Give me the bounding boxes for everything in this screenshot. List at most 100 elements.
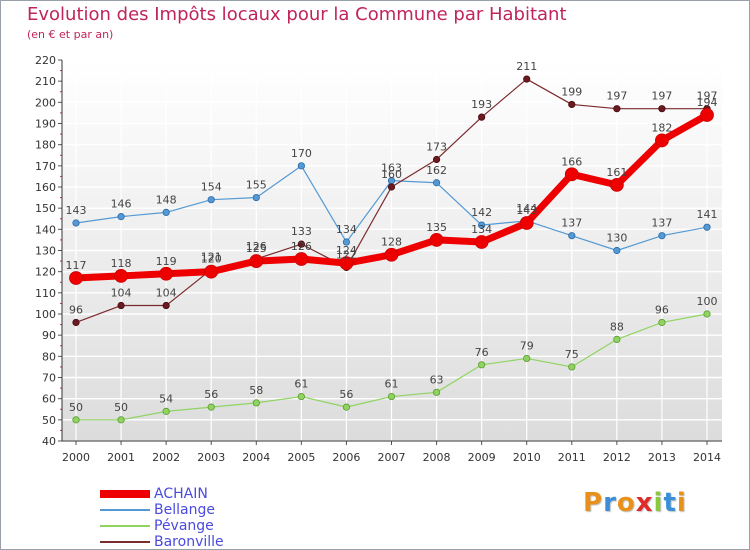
data-point-pe-vange (117, 416, 125, 424)
y-tick-label: 220 (35, 54, 56, 67)
data-point-baronville (478, 113, 486, 121)
data-label-pe-vange: 79 (520, 339, 534, 352)
data-label-achain: 124 (336, 244, 357, 257)
legend-item: Baronville (100, 534, 300, 550)
x-tick-label: 2009 (468, 451, 496, 464)
data-label-pe-vange: 63 (430, 373, 444, 386)
data-label-achain: 182 (651, 121, 672, 134)
data-point-pe-vange (342, 403, 351, 411)
data-label-pe-vange: 61 (385, 378, 399, 391)
data-point-achain (249, 254, 264, 268)
data-label-pe-vange: 88 (610, 320, 624, 333)
data-point-bellange (297, 162, 305, 170)
data-label-bellange: 143 (66, 204, 87, 217)
data-point-pe-vange (252, 399, 260, 407)
data-label-pe-vange: 54 (159, 392, 173, 405)
y-tick-label: 50 (42, 414, 56, 427)
y-tick-label: 100 (35, 308, 56, 321)
data-point-pe-vange (568, 363, 576, 371)
x-tick-label: 2001 (107, 451, 135, 464)
data-point-baronville (658, 105, 666, 113)
proxiti-logo: Proxiti (583, 488, 687, 518)
y-tick-label: 120 (35, 266, 56, 279)
data-label-bellange: 148 (156, 193, 177, 206)
data-label-pe-vange: 56 (339, 388, 353, 401)
data-point-bellange (478, 221, 486, 229)
logo-letter: t (663, 488, 677, 518)
x-tick-label: 2012 (603, 451, 631, 464)
data-label-bellange: 170 (291, 147, 312, 160)
data-point-achain (114, 268, 128, 283)
legend-label: Baronville (154, 534, 224, 550)
legend-item: Bellange (100, 502, 300, 518)
data-label-achain: 119 (156, 255, 177, 268)
data-label-pe-vange: 50 (114, 401, 128, 414)
data-label-achain: 128 (381, 236, 402, 249)
legend-swatch (100, 525, 150, 527)
data-point-achain (429, 233, 444, 247)
data-label-pe-vange: 61 (294, 378, 308, 391)
data-point-bellange (342, 238, 351, 246)
data-point-baronville (613, 105, 621, 113)
data-point-pe-vange (478, 361, 486, 369)
y-tick-label: 60 (42, 393, 56, 406)
data-label-achain: 143 (516, 204, 537, 217)
data-point-bellange (658, 232, 666, 240)
data-point-bellange (207, 196, 215, 204)
data-label-bellange: 146 (111, 198, 132, 211)
data-point-baronville (297, 240, 305, 248)
data-label-achain: 134 (471, 223, 492, 236)
data-label-achain: 161 (606, 166, 627, 179)
x-tick-label: 2002 (152, 451, 180, 464)
x-tick-label: 2008 (423, 451, 451, 464)
data-label-achain: 120 (201, 253, 222, 266)
x-tick-label: 2000 (62, 451, 90, 464)
y-tick-label: 170 (35, 160, 56, 173)
logo-letter: r (603, 488, 617, 518)
data-point-baronville (117, 301, 125, 310)
data-point-achain (384, 247, 399, 262)
y-tick-label: 140 (35, 223, 56, 236)
data-label-achain: 166 (561, 155, 582, 168)
data-point-baronville (523, 75, 531, 83)
chart-legend: ACHAIN Bellange Pévange Baronville (100, 486, 300, 550)
legend-item: ACHAIN (100, 486, 300, 502)
x-tick-label: 2010 (513, 451, 541, 464)
x-tick-label: 2005 (287, 451, 315, 464)
data-label-bellange: 144 (516, 202, 537, 215)
data-point-bellange (117, 213, 125, 221)
data-point-pe-vange (207, 403, 215, 411)
data-point-achain (294, 252, 309, 266)
data-label-pe-vange: 50 (69, 401, 83, 414)
legend-label: Bellange (154, 502, 215, 518)
data-point-achain (159, 266, 174, 281)
data-label-baronville: 197 (606, 90, 627, 103)
y-tick-label: 80 (42, 350, 56, 363)
y-tick-label: 130 (35, 245, 56, 258)
data-label-bellange: 162 (426, 164, 447, 177)
data-label-bellange: 141 (697, 208, 718, 221)
data-point-achain (474, 235, 489, 249)
data-point-achain (519, 216, 534, 230)
logo-letter: i (676, 488, 687, 518)
legend-item: Pévange (100, 518, 300, 534)
data-label-baronville: 173 (426, 140, 447, 153)
x-tick-label: 2006 (332, 451, 360, 464)
data-point-pe-vange (297, 392, 305, 401)
data-point-bellange (568, 232, 576, 240)
y-tick-label: 160 (35, 181, 56, 194)
data-point-pe-vange (523, 354, 531, 363)
data-point-achain (700, 108, 714, 122)
data-point-achain (655, 133, 669, 148)
data-label-bellange: 137 (561, 217, 582, 230)
data-point-pe-vange (703, 310, 711, 318)
logo-letter: P (583, 488, 604, 518)
x-tick-label: 2013 (648, 451, 676, 464)
chart-title: Evolution des Impôts locaux pour la Comm… (27, 4, 567, 25)
data-point-achain (339, 256, 354, 271)
data-label-baronville: 126 (246, 240, 267, 253)
legend-swatch (100, 509, 150, 511)
data-point-baronville (568, 100, 576, 109)
y-tick-label: 210 (35, 75, 56, 88)
data-point-bellange (703, 223, 711, 231)
